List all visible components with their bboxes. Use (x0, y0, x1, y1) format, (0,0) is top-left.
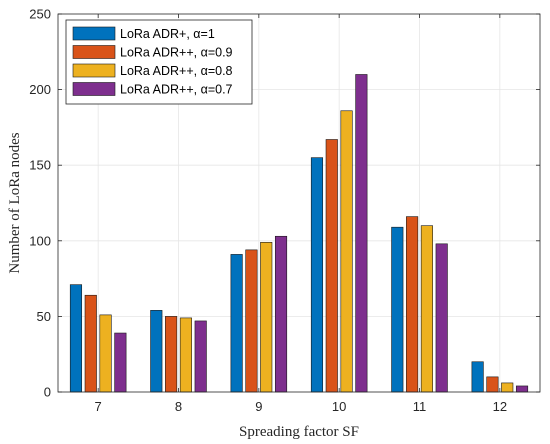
axes-ticks (58, 13, 540, 393)
y-tick-label: 0 (44, 385, 51, 400)
x-tick-label: 11 (413, 399, 427, 414)
y-axis-title: Number of LoRa nodes (7, 132, 23, 273)
plot-frame (57, 13, 541, 393)
legend-label: LoRa ADR+, α=1 (120, 27, 215, 41)
bar (340, 110, 353, 393)
y-tick-label: 100 (29, 233, 51, 248)
bar (406, 216, 419, 393)
y-tick-label: 50 (37, 309, 51, 324)
bar (84, 294, 97, 393)
legend-swatch (72, 45, 116, 59)
bar (150, 310, 163, 393)
x-tick-label: 7 (95, 399, 102, 414)
bar (501, 382, 514, 393)
bar (391, 226, 404, 393)
bar (260, 242, 273, 393)
bar (310, 157, 324, 393)
y-tick-label: 150 (29, 158, 51, 173)
bar (420, 225, 433, 393)
x-tick-label: 10 (332, 399, 346, 414)
bar (69, 284, 83, 393)
bar (230, 254, 243, 393)
bar (435, 243, 448, 393)
bar (325, 139, 338, 393)
x-tick-label: 12 (493, 399, 507, 414)
bar (515, 385, 529, 393)
bar (245, 249, 258, 393)
bar (194, 320, 207, 393)
x-tick-label: 8 (175, 399, 182, 414)
legend-label: LoRa ADR++, α=0.8 (120, 64, 233, 78)
bar (355, 74, 368, 393)
bar (486, 376, 499, 393)
y-tick-label: 200 (29, 82, 51, 97)
legend-label: LoRa ADR++, α=0.9 (120, 46, 233, 60)
bar (179, 317, 192, 393)
bar (274, 235, 288, 393)
legend: LoRa ADR+, α=1 LoRa ADR++, α=0.9 LoRa ADR+… (65, 19, 253, 105)
legend-swatch (72, 26, 116, 41)
legend-swatch (72, 63, 116, 78)
legend-label: LoRa ADR++, α=0.7 (120, 83, 233, 97)
bar (114, 332, 127, 393)
x-tick-label: 9 (255, 399, 262, 414)
y-tick-label: 250 (29, 7, 51, 22)
tick-labels: 0 50 100 150 200 250 7 8 9 10 11 12 (29, 7, 507, 415)
bar (99, 314, 112, 393)
x-axis-title: Spreading factor SF (239, 424, 359, 440)
legend-swatch (72, 82, 116, 96)
bar (165, 316, 178, 393)
bar (471, 361, 484, 393)
